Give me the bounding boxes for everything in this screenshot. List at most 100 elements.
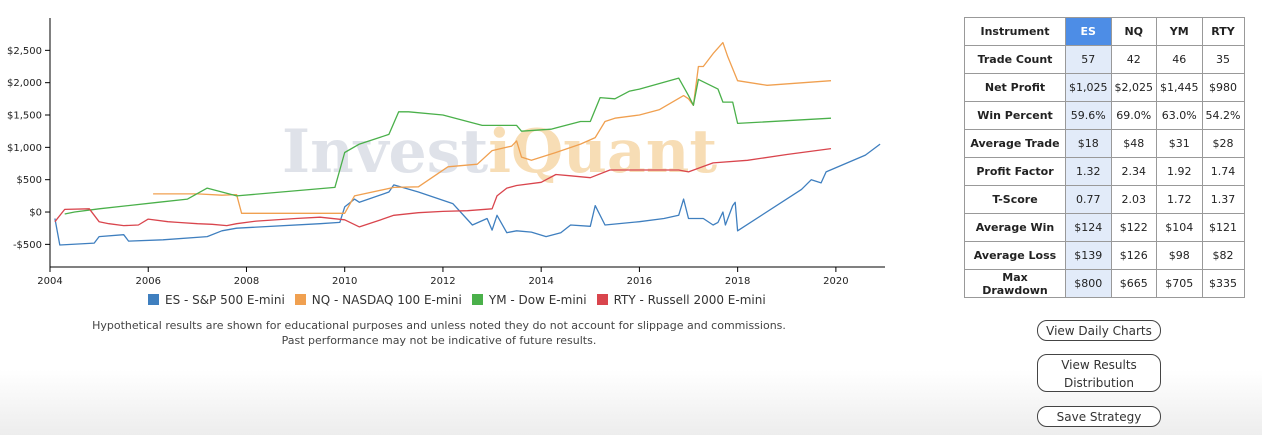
- stats-row-label: Profit Factor: [964, 157, 1066, 186]
- legend-item[interactable]: NQ - NASDAQ 100 E-mini: [294, 293, 462, 307]
- stats-row-label: Average Trade: [964, 129, 1066, 158]
- y-tick-label: $2,500: [7, 46, 42, 57]
- chart-series: [54, 41, 881, 246]
- stats-cell: 1.74: [1201, 157, 1245, 186]
- stats-cell: $1,025: [1065, 73, 1112, 102]
- stats-cell: 63.0%: [1156, 101, 1203, 130]
- stats-row: Average Win $124 $122 $104 $121: [964, 213, 1245, 242]
- stats-row-label: Max Drawdown: [964, 269, 1066, 298]
- stats-row: Average Trade $18 $48 $31 $28: [964, 129, 1245, 158]
- series-line: [153, 41, 832, 214]
- stats-cell: 0.77: [1065, 185, 1112, 214]
- watermark-invest: Invest: [282, 117, 489, 187]
- stats-cell: $82: [1201, 241, 1245, 270]
- watermark-iquant: iQuant: [488, 117, 717, 187]
- stats-row: Max Drawdown $800 $665 $705 $335: [964, 269, 1245, 298]
- stats-cell: 2.03: [1110, 185, 1157, 214]
- series-line: [54, 143, 881, 246]
- series-line: [54, 147, 832, 228]
- equity-curve-chart: InvestiQuant -$500 $0 $500 $1,000 $1,500 $2,0…: [7, 18, 885, 287]
- legend-item[interactable]: YM - Dow E-mini: [471, 293, 587, 307]
- stats-cell: $98: [1156, 241, 1203, 270]
- stats-cell: $28: [1201, 129, 1245, 158]
- legend-label: YM - Dow E-mini: [488, 293, 587, 307]
- stats-row: Win Percent 59.6% 69.0% 63.0% 54.2%: [964, 101, 1245, 130]
- stats-cell: $31: [1156, 129, 1203, 158]
- watermark: InvestiQuant: [282, 117, 717, 187]
- series-line: [64, 77, 832, 215]
- stats-cell: $122: [1110, 213, 1157, 242]
- stats-row-label: Win Percent: [964, 101, 1066, 130]
- stats-row-label: Trade Count: [964, 45, 1066, 74]
- legend-swatch: [471, 294, 483, 305]
- y-tick-label: $1,000: [7, 143, 42, 154]
- stats-cell: $124: [1065, 213, 1112, 242]
- save-strategy-button[interactable]: Save Strategy: [1037, 406, 1161, 427]
- x-tick-label: 2006: [136, 276, 161, 287]
- disclaimer-line-1: Hypothetical results are shown for educa…: [92, 319, 786, 332]
- stats-cell: 57: [1065, 45, 1112, 74]
- x-tick-label: 2020: [823, 276, 848, 287]
- stats-cell: $1,445: [1156, 73, 1203, 102]
- stats-cell: 59.6%: [1065, 101, 1112, 130]
- y-tick-label: $0: [29, 208, 42, 219]
- legend-swatch: [294, 294, 306, 305]
- header-ym[interactable]: YM: [1156, 17, 1203, 46]
- legend-item[interactable]: ES - S&P 500 E-mini: [148, 293, 285, 307]
- legend-swatch: [596, 294, 608, 305]
- view-results-distribution-button[interactable]: View Results Distribution: [1037, 354, 1161, 392]
- chart-legend: ES - S&P 500 E-mini NQ - NASDAQ 100 E-min…: [148, 293, 776, 307]
- header-nq[interactable]: NQ: [1110, 17, 1157, 46]
- legend-item[interactable]: RTY - Russell 2000 E-mini: [596, 293, 766, 307]
- x-tick-label: 2016: [627, 276, 652, 287]
- header-rty[interactable]: RTY: [1201, 17, 1245, 46]
- stats-row: Net Profit $1,025 $2,025 $1,445 $980: [964, 73, 1245, 102]
- stats-cell: $705: [1156, 269, 1203, 298]
- stats-cell: $121: [1201, 213, 1245, 242]
- legend-label: NQ - NASDAQ 100 E-mini: [311, 293, 462, 307]
- legend-label: ES - S&P 500 E-mini: [165, 293, 285, 307]
- view-daily-charts-button[interactable]: View Daily Charts: [1037, 320, 1161, 341]
- stats-cell: 1.32: [1065, 157, 1112, 186]
- stats-row: Profit Factor 1.32 2.34 1.92 1.74: [964, 157, 1245, 186]
- stats-cell: 1.37: [1201, 185, 1245, 214]
- header-es[interactable]: ES: [1065, 17, 1112, 46]
- stats-row-label: Average Win: [964, 213, 1066, 242]
- stats-cell: $665: [1110, 269, 1157, 298]
- stats-table: Instrument ES NQ YM RTY Trade Count 57 42 4…: [964, 17, 1245, 298]
- stats-cell: 1.72: [1156, 185, 1203, 214]
- x-tick-label: 2018: [725, 276, 750, 287]
- disclaimer: Hypothetical results are shown for educa…: [0, 318, 878, 348]
- stats-cell: 1.92: [1156, 157, 1203, 186]
- stats-cell: 35: [1201, 45, 1245, 74]
- chart-axes: -$500 $0 $500 $1,000 $1,500 $2,000 $2,500 2004 2…: [7, 18, 885, 287]
- stats-cell: 2.34: [1110, 157, 1157, 186]
- stats-cell: $18: [1065, 129, 1112, 158]
- stats-row: Average Loss $139 $126 $98 $82: [964, 241, 1245, 270]
- y-tick-label: $2,000: [7, 78, 42, 89]
- stats-cell: $48: [1110, 129, 1157, 158]
- legend-swatch: [148, 294, 159, 305]
- stats-cell: 42: [1110, 45, 1157, 74]
- x-tick-label: 2004: [37, 276, 62, 287]
- stats-cell: 69.0%: [1110, 101, 1157, 130]
- stats-row-label: Net Profit: [964, 73, 1066, 102]
- stats-cell: $980: [1201, 73, 1245, 102]
- legend-label: RTY - Russell 2000 E-mini: [613, 293, 766, 307]
- stats-cell: $104: [1156, 213, 1203, 242]
- y-tick-label: -$500: [13, 240, 42, 251]
- stats-cell: $335: [1201, 269, 1245, 298]
- stats-cell: 54.2%: [1201, 101, 1245, 130]
- y-tick-label: $500: [17, 175, 42, 186]
- stats-cell: $139: [1065, 241, 1112, 270]
- x-tick-label: 2010: [332, 276, 357, 287]
- stats-row-label: Average Loss: [964, 241, 1066, 270]
- x-tick-label: 2008: [234, 276, 259, 287]
- stats-cell: $126: [1110, 241, 1157, 270]
- stats-header-row: Instrument ES NQ YM RTY: [964, 17, 1245, 46]
- x-tick-label: 2014: [528, 276, 553, 287]
- stats-body: Trade Count 57 42 46 35 Net Profit $1,025 $2,02…: [964, 45, 1245, 298]
- stats-cell: $800: [1065, 269, 1112, 298]
- x-tick-label: 2012: [430, 276, 455, 287]
- y-tick-label: $1,500: [7, 111, 42, 122]
